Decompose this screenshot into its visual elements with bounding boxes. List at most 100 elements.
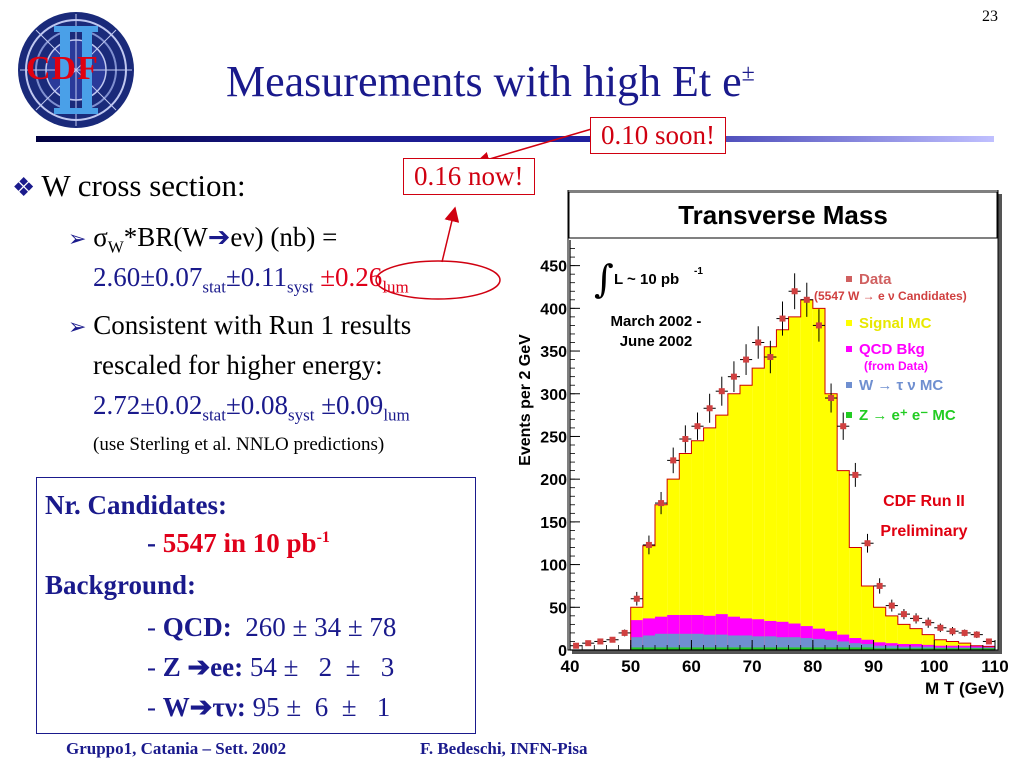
- signal-bar: [825, 393, 838, 650]
- data-point: [876, 582, 883, 589]
- zee-bar: [667, 647, 680, 650]
- cdf-logo-graphic: [18, 12, 134, 128]
- footer-left: Gruppo1, Catania – Sett. 2002: [66, 739, 287, 758]
- lumi-annotation-sup: -1: [694, 266, 703, 277]
- prelim-label: Preliminary: [880, 523, 967, 540]
- wtau-bar: [776, 637, 789, 650]
- wtau-bar: [752, 636, 765, 650]
- wtau-bar: [764, 636, 777, 650]
- wtau-bar: [788, 637, 801, 650]
- sigma-br-text: *BR(W: [123, 222, 208, 252]
- wtau-bar: [630, 637, 643, 650]
- data-point: [694, 423, 701, 430]
- soon-arrow: [474, 127, 596, 167]
- signal-bar: [764, 346, 777, 650]
- zee-bar: [885, 648, 898, 650]
- signal-bar: [800, 299, 813, 650]
- y-tick-label: 350: [540, 344, 567, 361]
- wtau-bar: [642, 635, 655, 650]
- data-point: [706, 405, 713, 412]
- zee-bar: [630, 647, 643, 650]
- data-point: [803, 296, 810, 303]
- run1-stat: stat: [202, 405, 226, 425]
- signal-bar: [752, 368, 765, 650]
- sub-bullet-sigma-line2: 2.60±0.07stat±0.11syst ±0.26lum: [93, 262, 409, 297]
- slide-title: Measurements with high Et e±: [226, 56, 755, 107]
- data-point: [973, 631, 980, 638]
- data-point: [682, 436, 689, 443]
- cand-value-text: 5547 in 10 pb: [162, 528, 317, 558]
- zee-bar: [837, 647, 850, 650]
- wtau-bar: [812, 638, 825, 650]
- date-annotation-2: June 2002: [620, 333, 693, 350]
- data-point: [767, 354, 774, 361]
- chart-title-box: [568, 191, 998, 239]
- zee-bar: [849, 647, 862, 650]
- chart-title: Transverse Mass: [678, 200, 888, 230]
- wtau-bar: [655, 633, 668, 650]
- zee-bar: [873, 648, 886, 650]
- mc-outline: [630, 299, 996, 650]
- wtau-bar: [861, 644, 874, 650]
- zee-bar: [776, 647, 789, 650]
- data-point: [840, 423, 847, 430]
- wtau-bar: [849, 643, 862, 650]
- y-tick-label: 0: [558, 643, 567, 660]
- legend-marker: [846, 412, 852, 418]
- wtau-bar: [740, 635, 753, 650]
- logo-text: CDF: [26, 50, 99, 87]
- title-rule: [36, 136, 994, 142]
- wtau-bar: [715, 634, 728, 650]
- data-point: [949, 628, 956, 635]
- cand-value-sup: -1: [316, 529, 330, 546]
- zee-bar: [703, 647, 716, 650]
- wtau-bar: [703, 634, 716, 650]
- w-value: 95 ± 6 ± 1: [245, 692, 391, 722]
- data-point: [925, 619, 932, 626]
- value-central: 2.60±0.07: [93, 262, 203, 292]
- sigma-symbol: σ: [93, 222, 108, 252]
- wtau-bar: [800, 638, 813, 650]
- x-tick-label: 70: [743, 657, 762, 676]
- data-point: [828, 395, 835, 402]
- zee-bar: [764, 647, 777, 650]
- data-point: [670, 457, 677, 464]
- signal-bar: [667, 479, 680, 650]
- y-axis-label: Events per 2 GeV: [517, 334, 534, 466]
- signal-bar: [897, 624, 910, 650]
- signal-bar: [873, 607, 886, 650]
- bullet-w-cross-section: ❖ W cross section:: [12, 168, 246, 204]
- x-tick-label: 90: [864, 657, 883, 676]
- signal-bar: [727, 393, 740, 650]
- run1-text1: Consistent with Run 1 results: [93, 310, 412, 340]
- legend-label: QCD Bkg: [859, 341, 925, 358]
- sub-bullet-sigma-line1: ➢ σW*BR(W➔eν) (nb) =: [68, 222, 337, 257]
- data-point: [913, 615, 920, 622]
- zee-bar: [727, 647, 740, 650]
- legend-sublabel: (from Data): [864, 359, 928, 373]
- footer-right: F. Bedeschi, INFN-Pisa: [420, 739, 588, 758]
- data-point: [743, 356, 750, 363]
- diamond-bullet-icon: ❖: [12, 173, 36, 202]
- signal-bar: [679, 453, 692, 650]
- data-point: [621, 629, 628, 636]
- background-label: Background:: [45, 570, 197, 600]
- signal-bar: [788, 316, 801, 650]
- data-point: [852, 471, 859, 478]
- cdf-logo: CDF: [14, 8, 138, 132]
- legend-sublabel: (5547 W → e ν Candidates): [814, 289, 967, 303]
- chart-svg: Transverse Mass 0 50 100 150 200 250 300 350 400 4…: [517, 189, 1009, 698]
- x-tick-label: 60: [682, 657, 701, 676]
- data-point: [791, 288, 798, 295]
- zee-bar: [982, 648, 995, 650]
- zee-bar: [861, 647, 874, 650]
- cand-dash: -: [147, 528, 163, 558]
- z-label2: ee:: [210, 652, 244, 682]
- wtau-bar: [873, 645, 886, 650]
- zee-bar: [958, 648, 971, 650]
- stat-label: stat: [202, 277, 226, 297]
- transverse-mass-chart: Transverse Mass 0 50 100 150 200 250 300 350 400 4…: [506, 189, 1020, 700]
- y-tick-label: 250: [540, 429, 567, 446]
- zee-bar: [934, 648, 947, 650]
- now-arrow: [441, 206, 460, 263]
